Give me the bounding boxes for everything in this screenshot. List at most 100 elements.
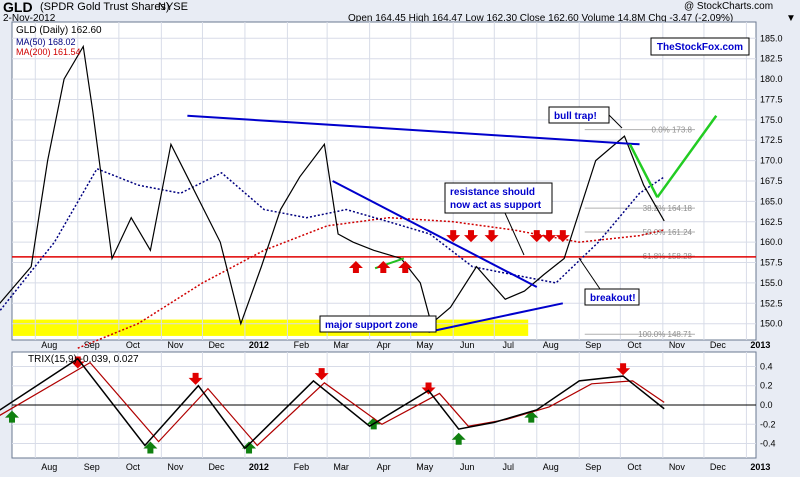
support-zone-label-box: [319, 315, 437, 333]
watermark: @ StockCharts.com: [684, 1, 774, 12]
trendline-descending: [332, 180, 538, 288]
y-tick-label: 175.0: [760, 115, 783, 125]
price-legend: GLD (Daily) 162.60: [16, 25, 102, 36]
x-tick-label: May: [416, 340, 434, 350]
x-tick-label: Apr: [377, 462, 391, 472]
x-tick-label: Oct: [126, 340, 141, 350]
leader-line: [504, 212, 525, 256]
x-tick-label: 2013: [750, 340, 770, 350]
y-tick-label: 170.0: [760, 156, 783, 166]
ticker: GLD: [3, 0, 33, 15]
price-stats: Open 164.45 High 164.47 Low 162.30 Close…: [348, 13, 734, 24]
trendline-support: [428, 302, 564, 333]
breakout-label: breakout!: [590, 293, 636, 304]
y-tick-label: 157.5: [760, 258, 783, 268]
y-tick-label: 167.5: [760, 176, 783, 186]
trendline-major: [187, 114, 640, 146]
brand-text: TheStockFox.com: [657, 42, 743, 53]
x-tick-label: Aug: [543, 340, 559, 350]
y-tick-label: 150.0: [760, 319, 783, 329]
trix-signal-line: [0, 361, 665, 447]
x-tick-label: Sep: [84, 340, 100, 350]
x-tick-label: Aug: [41, 340, 57, 350]
x-tick-label: Jul: [503, 462, 515, 472]
x-tick-label: May: [416, 462, 434, 472]
ma200-legend: MA(200) 161.54: [16, 47, 81, 57]
x-tick-label: Nov: [167, 340, 184, 350]
red-arrow-icon: [464, 230, 479, 243]
x-tick-label: Dec: [208, 340, 225, 350]
y-tick-label: 162.5: [760, 217, 783, 227]
x-tick-label: Jun: [460, 462, 475, 472]
x-tick-label: Mar: [333, 340, 349, 350]
bull-trap-label: bull trap!: [554, 111, 597, 122]
down-arrow-icon: ▼: [786, 13, 796, 24]
trix-tick-label: -0.4: [760, 439, 776, 449]
green-arrow-icon: [5, 410, 19, 423]
red-arrow-icon: [188, 372, 203, 385]
x-tick-label: Sep: [585, 462, 601, 472]
x-tick-label: Mar: [333, 462, 349, 472]
support-zone-label: major support zone: [325, 320, 418, 331]
trix-tick-label: 0.4: [760, 361, 773, 371]
resistance-note-label-box: [444, 182, 553, 214]
ma50-line: [0, 167, 665, 312]
green-arrow-icon: [524, 410, 539, 423]
red-arrow-icon: [398, 260, 413, 273]
fib-label: 38.2% 164.18: [643, 204, 693, 213]
trix-tick-label: 0.0: [760, 400, 773, 410]
green-arrow-icon: [451, 432, 466, 445]
resistance-note-label: resistance should: [450, 187, 535, 198]
exchange: NYSE: [158, 1, 188, 13]
company-name: (SPDR Gold Trust Shares): [40, 1, 170, 13]
brand-box: [650, 37, 750, 56]
leader-line: [578, 257, 601, 290]
trix-tick-label: -0.2: [760, 419, 776, 429]
x-tick-label: Feb: [294, 340, 310, 350]
leader-line: [608, 114, 623, 129]
x-tick-label: 2013: [750, 462, 770, 472]
red-arrow-icon: [446, 230, 461, 243]
y-tick-label: 185.0: [760, 33, 783, 43]
red-arrow-icon: [421, 382, 436, 395]
green-down-arrow: [628, 143, 659, 198]
trix-tick-label: 0.2: [760, 381, 773, 391]
y-tick-label: 172.5: [760, 135, 783, 145]
x-tick-label: Oct: [627, 462, 642, 472]
red-arrow-icon: [484, 230, 499, 243]
x-tick-label: Sep: [585, 340, 601, 350]
x-tick-label: Jun: [460, 340, 475, 350]
x-tick-label: 2012: [249, 340, 269, 350]
y-tick-label: 160.0: [760, 237, 783, 247]
x-tick-label: Feb: [294, 462, 310, 472]
breakout-label-box: [584, 288, 640, 306]
chart-header: GLD (SPDR Gold Trust Shares) NYSE 2-Nov-…: [0, 0, 800, 24]
green-arrow-icon: [242, 441, 257, 454]
y-tick-label: 152.5: [760, 298, 783, 308]
resistance-note-label: now act as support: [450, 200, 542, 211]
green-up-arrow: [656, 115, 718, 199]
x-tick-label: Apr: [377, 340, 391, 350]
y-tick-label: 182.5: [760, 54, 783, 64]
fib-label: 0.0% 173.8: [652, 126, 693, 135]
x-tick-label: Nov: [167, 462, 184, 472]
red-arrow-icon: [542, 230, 557, 243]
red-arrow-icon: [616, 363, 631, 376]
red-arrow-icon: [314, 368, 329, 381]
fib-label: 100.0% 148.71: [638, 330, 692, 339]
chart-date: 2-Nov-2012: [3, 13, 56, 24]
ma50-legend: MA(50) 168.02: [16, 37, 76, 47]
x-tick-label: Aug: [543, 462, 559, 472]
y-tick-label: 177.5: [760, 94, 783, 104]
price-line: [0, 44, 665, 326]
x-tick-label: Oct: [126, 462, 141, 472]
green-arrow-icon: [143, 441, 158, 454]
x-tick-label: Nov: [669, 340, 686, 350]
red-arrow-icon: [348, 260, 363, 273]
x-tick-label: Nov: [669, 462, 686, 472]
x-tick-label: Aug: [41, 462, 57, 472]
red-arrow-icon: [376, 260, 391, 273]
y-tick-label: 155.0: [760, 278, 783, 288]
x-tick-label: Oct: [627, 340, 642, 350]
